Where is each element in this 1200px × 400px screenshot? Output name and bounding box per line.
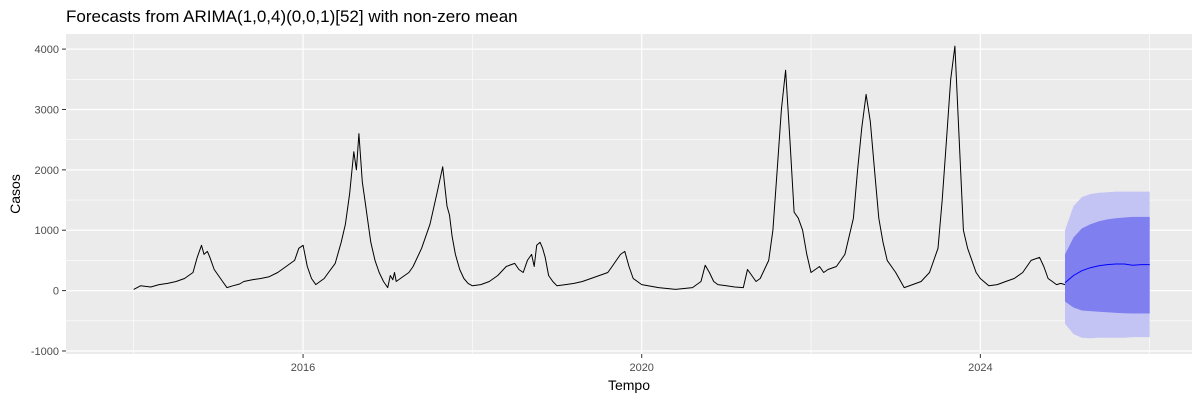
x-tick-label: 2016 (291, 362, 315, 374)
observed-series-line (133, 45, 1066, 290)
series-lines (133, 45, 1150, 290)
chart-title: Forecasts from ARIMA(1,0,4)(0,0,1)[52] w… (66, 7, 518, 26)
y-axis-title: Casos (7, 174, 23, 214)
y-tick-label: 1000 (35, 225, 59, 237)
pi80-band (1065, 216, 1150, 314)
x-tick-label: 2024 (968, 362, 992, 374)
y-tick-label: 2000 (35, 165, 59, 177)
y-tick-label: 4000 (35, 44, 59, 56)
x-tick-label: 2020 (629, 362, 653, 374)
y-tick-label: -1000 (31, 346, 59, 358)
plot-panel (66, 34, 1192, 354)
forecast-mean-line (1064, 263, 1150, 284)
grid-minor (66, 34, 1192, 354)
y-tick-label: 3000 (35, 104, 59, 116)
x-axis-title: Tempo (608, 377, 650, 393)
y-axis: -1000 0 1000 2000 3000 4000 (31, 44, 66, 358)
y-tick-label: 0 (53, 286, 59, 298)
x-axis: 2016 2020 2024 (291, 354, 993, 374)
grid-major (66, 34, 1192, 354)
